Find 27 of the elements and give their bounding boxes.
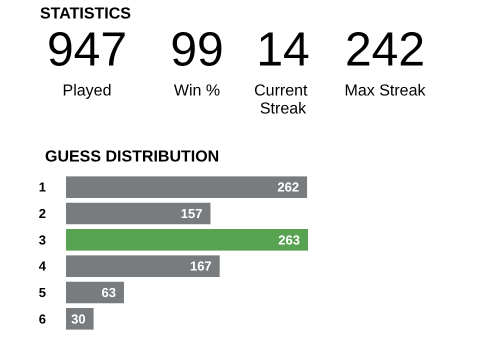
data-label: 167: [190, 258, 212, 274]
data-label: 947: [46, 24, 128, 76]
data-label: 14: [256, 24, 310, 76]
category-label: Current Streak: [254, 82, 312, 118]
data-label: 262: [277, 180, 300, 195]
category-label: Max Streak: [344, 82, 426, 100]
y-tick-label: 5: [38, 285, 46, 300]
bar: [66, 282, 124, 304]
y-tick-label: 3: [38, 232, 46, 248]
data-label: 30: [71, 311, 86, 326]
data-label: 242: [344, 24, 426, 76]
data-label: 63: [102, 285, 116, 300]
category-label: Win %: [174, 82, 220, 100]
bar: [66, 176, 308, 198]
y-tick-label: 2: [38, 206, 46, 221]
bar: [66, 229, 308, 251]
category-label: Played: [62, 82, 112, 100]
chart-title: GUESS DISTRIBUTION: [45, 148, 220, 166]
data-label: 263: [278, 232, 300, 248]
bar: [66, 202, 210, 224]
y-tick-label: 6: [38, 311, 46, 326]
data-label: 157: [180, 206, 202, 221]
y-tick-label: 4: [38, 258, 47, 274]
text: STATISTICS: [40, 6, 132, 22]
y-tick-label: 1: [38, 180, 46, 195]
bar: [66, 255, 220, 277]
data-label: 99: [170, 24, 224, 76]
